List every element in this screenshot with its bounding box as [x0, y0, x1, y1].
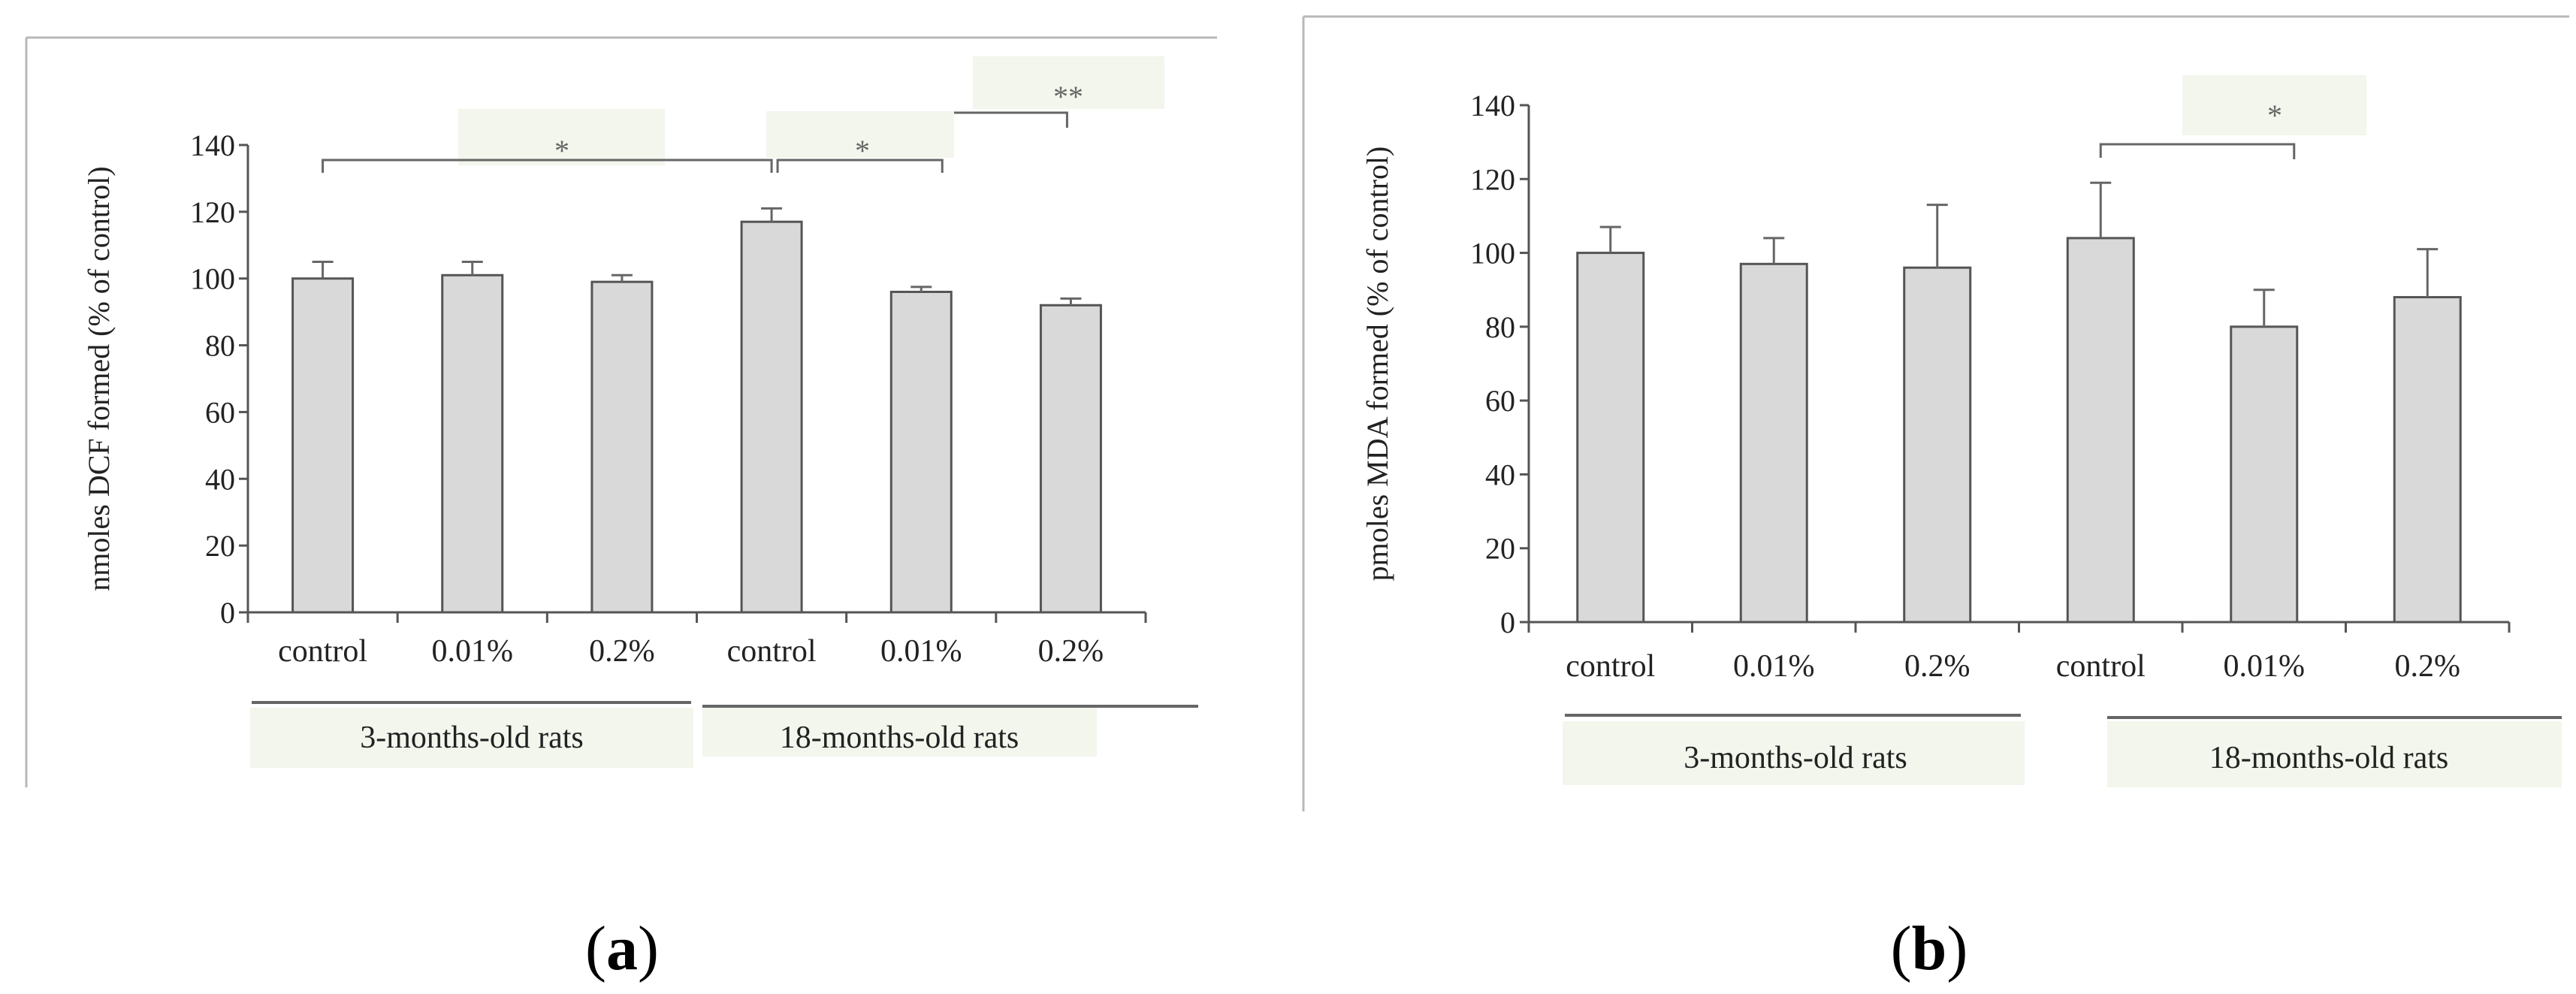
group-label: 18-months-old rats: [780, 721, 1019, 755]
bar: [1039, 304, 1102, 614]
bar: [590, 280, 654, 614]
group-label: 3-months-old rats: [1684, 741, 1907, 775]
group-label-box: [2107, 721, 2562, 787]
group-label-box: [702, 708, 1097, 757]
y-tick-label: 140: [190, 128, 235, 162]
x-tick-label: 0.01%: [880, 634, 962, 669]
chart-1: 0 20 40 60 80 100 120 140 control 0.01% 0.2% contro…: [25, 36, 1217, 983]
significance-box: [766, 111, 954, 158]
panel-label: (b): [1891, 914, 1968, 983]
y-tick-label: 40: [1485, 458, 1515, 491]
y-tick-label: 20: [205, 529, 235, 563]
x-tick-label: 0.2%: [1038, 634, 1104, 669]
y-tick-label: 120: [1470, 162, 1515, 196]
significance-bracket: [322, 159, 773, 173]
bar: [889, 290, 953, 614]
bar: [2393, 296, 2462, 624]
y-tick-label: 140: [1470, 89, 1515, 122]
x-tick-label: control: [1566, 649, 1655, 684]
significance-bracket: [2099, 143, 2296, 159]
y-tick-label: 120: [190, 195, 235, 229]
bar: [1739, 262, 1808, 624]
bar: [2230, 325, 2299, 624]
y-tick-label: 40: [205, 462, 235, 496]
bar: [441, 273, 504, 614]
group-label-box: [1563, 721, 2025, 785]
x-tick-label: control: [278, 634, 367, 669]
bar: [740, 220, 803, 614]
chart-2: 0 20 40 60 80 100 120 140 control 0.01% 0.2% contro…: [1302, 15, 2569, 983]
x-tick-label: 0.01%: [432, 634, 514, 669]
y-tick-label: 80: [1485, 310, 1515, 344]
y-axis-label: nmoles DCF formed (% of control): [82, 166, 116, 591]
bar: [1903, 266, 1972, 624]
y-tick-label: 0: [220, 596, 235, 630]
group-label-box: [250, 708, 693, 768]
significance-bracket: [954, 111, 1068, 128]
significance-label: *: [554, 134, 569, 168]
significance-label: *: [2267, 98, 2282, 132]
bar: [2066, 237, 2135, 624]
group-label: 3-months-old rats: [360, 721, 583, 755]
significance-box: [2182, 75, 2366, 135]
significance-label: *: [855, 134, 870, 168]
x-tick-label: control: [727, 634, 817, 669]
x-tick-label: 0.2%: [589, 634, 655, 669]
group-label: 18-months-old rats: [2209, 741, 2448, 775]
x-tick-label: 0.2%: [1904, 649, 1971, 684]
bar: [1576, 252, 1645, 624]
significance-label: **: [1053, 80, 1083, 113]
panel-label: (a): [585, 914, 659, 983]
y-tick-label: 60: [1485, 384, 1515, 418]
significance-bracket: [776, 159, 944, 173]
y-tick-label: 60: [205, 395, 235, 429]
y-tick-label: 80: [205, 329, 235, 363]
y-axis-label: pmoles MDA formed (% of control): [1360, 147, 1394, 582]
significance-box: [458, 109, 665, 165]
y-tick-label: 0: [1500, 606, 1515, 639]
y-tick-label: 20: [1485, 532, 1515, 566]
x-tick-label: 0.01%: [2224, 649, 2306, 684]
significance-box: [973, 56, 1164, 109]
x-tick-label: 0.01%: [1733, 649, 1815, 684]
x-tick-label: 0.2%: [2395, 649, 2461, 684]
x-tick-label: control: [2056, 649, 2146, 684]
y-tick-label: 100: [1470, 237, 1515, 270]
bar: [291, 277, 355, 614]
y-tick-label: 100: [190, 262, 235, 296]
